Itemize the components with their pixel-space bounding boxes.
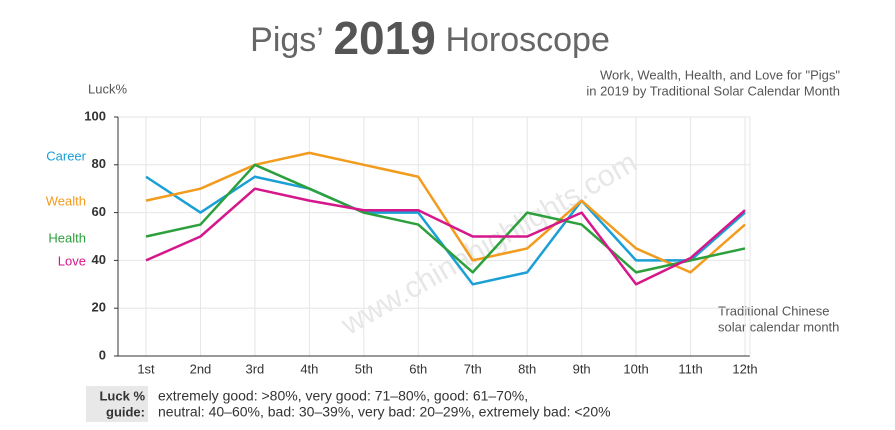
guide-label: Luck % [99, 388, 145, 403]
y-axis-label: Luck% [88, 81, 127, 96]
x-tick-label: 3rd [246, 361, 265, 376]
x-axis-label: Traditional Chinese [718, 303, 830, 318]
x-tick-label: 9th [573, 361, 591, 376]
legend-label: Health [48, 230, 86, 245]
series-line [145, 187, 746, 286]
x-tick-label: 4th [300, 361, 318, 376]
x-tick-label: 1st [137, 361, 155, 376]
series-line [145, 151, 746, 274]
legend-label: Wealth [46, 193, 86, 208]
chart-title: Pigs’ 2019 Horoscope [250, 12, 610, 64]
x-tick-label: 2nd [190, 361, 212, 376]
x-tick-label: 12th [732, 361, 757, 376]
legend-label: Career [46, 148, 86, 163]
y-tick-label: 100 [84, 108, 106, 123]
x-tick-label: 5th [355, 361, 373, 376]
y-tick-label: 40 [92, 252, 106, 267]
guide-label: guide: [106, 404, 145, 419]
x-tick-label: 7th [464, 361, 482, 376]
title-start: Pigs’ [250, 21, 324, 59]
series-line [145, 163, 746, 274]
x-axis-label: solar calendar month [718, 319, 839, 334]
y-tick-label: 20 [92, 300, 106, 315]
x-tick-label: 11th [678, 361, 702, 376]
y-tick-label: 80 [92, 156, 106, 171]
guide-text: neutral: 40–60%, bad: 30–39%, very bad: … [158, 404, 611, 420]
guide-text: extremely good: >80%, very good: 71–80%,… [158, 388, 528, 404]
subtitle: in 2019 by Traditional Solar Calendar Mo… [586, 83, 840, 98]
guide-label-box [86, 386, 148, 422]
x-tick-label: 10th [623, 361, 648, 376]
legend-label: Love [58, 253, 86, 268]
x-tick-label: 8th [518, 361, 536, 376]
watermark: www.chinahighlights.com [335, 146, 643, 343]
y-tick-label: 60 [92, 204, 106, 219]
x-tick-label: 6th [409, 361, 427, 376]
title-year: 2019 [333, 12, 435, 64]
subtitle: Work, Wealth, Health, and Love for "Pigs… [600, 67, 840, 82]
y-tick-label: 0 [99, 347, 106, 362]
title-end: Horoscope [445, 21, 609, 59]
